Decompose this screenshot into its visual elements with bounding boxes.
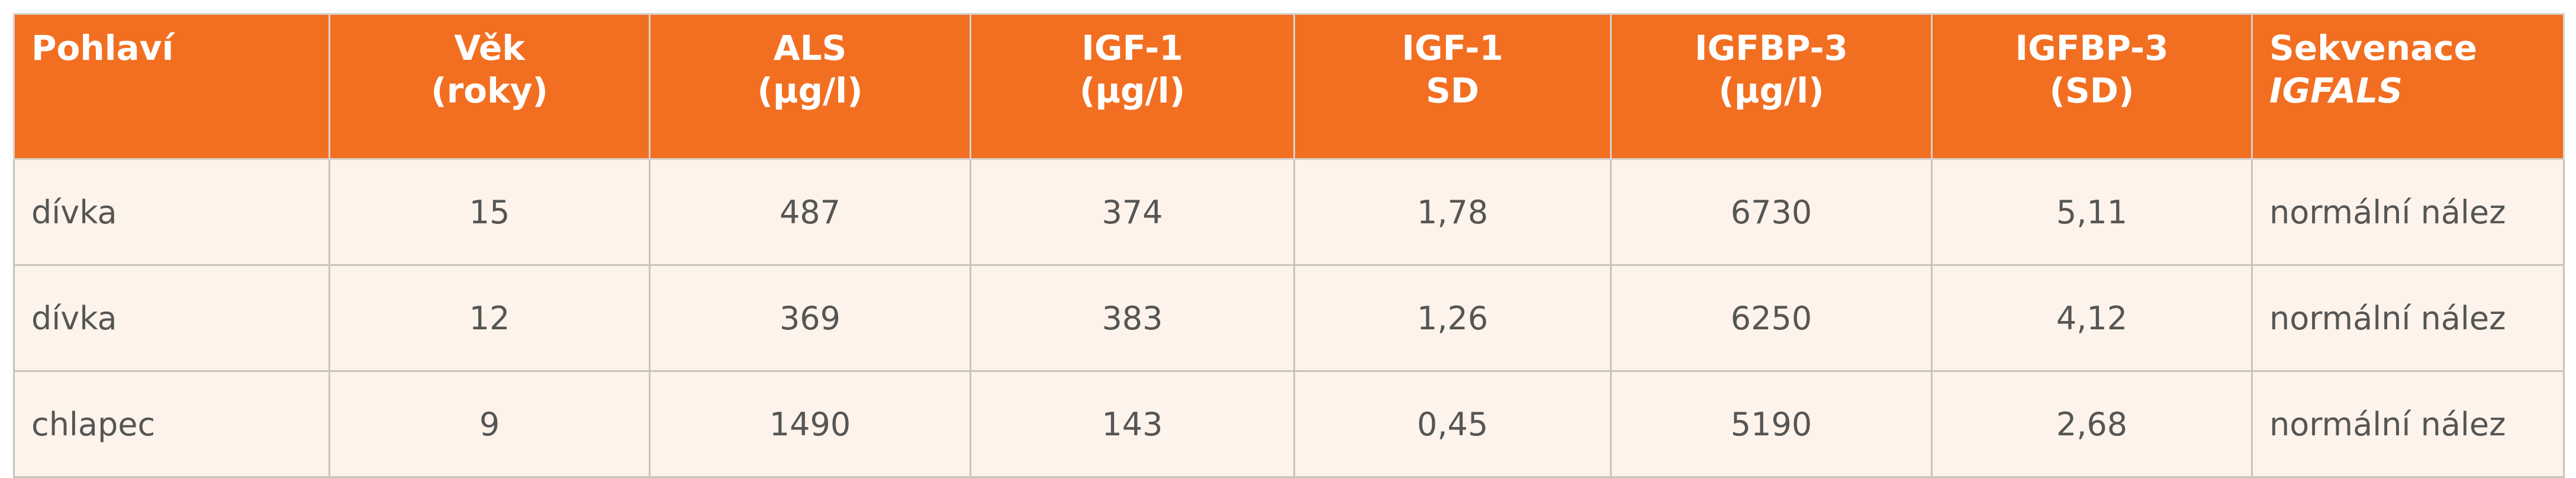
header-cell: Sekvenace IGFALS [2251,13,2565,160]
header-row: Pohlaví Věk (roky) ALS (µg/l) IGF-1 (µg/l) IGF-… [13,13,2565,160]
table-cell: 1,26 [1293,264,1612,372]
header-text: (SD) [2049,70,2134,111]
table-cell: 369 [649,264,971,372]
header-text: Sekvenace [2269,28,2477,68]
table-body: dívka 15 487 374 1,78 6730 5,11 normální nález d… [13,158,2565,478]
table-cell: 9 [329,370,651,478]
table-cell: 143 [970,370,1295,478]
table-cell: 12 [329,264,651,372]
header-text: IGF-1 [1402,28,1503,68]
header-cell: IGFBP-3 (SD) [1931,13,2253,160]
table-cell: 0,45 [1293,370,1612,478]
header-text: ALS [773,28,847,68]
header-text: IGFBP-3 [1695,28,1848,68]
table-cell: 2,68 [1931,370,2253,478]
header-text: (µg/l) [757,70,863,111]
table-row: chlapec 9 1490 143 0,45 5190 2,68 normální nále… [13,370,2565,478]
table-cell: dívka [13,264,330,372]
table-cell: normální nález [2251,264,2565,372]
table-cell: 15 [329,158,651,266]
header-text: IGFALS [2269,70,2403,111]
header-text: Pohlaví [31,28,174,68]
table-cell: 1,78 [1293,158,1612,266]
table-container: Pohlaví Věk (roky) ALS (µg/l) IGF-1 (µg/l) IGF-… [13,13,2565,478]
table-cell: 1490 [649,370,971,478]
table-cell: 5190 [1610,370,1933,478]
table-cell: 487 [649,158,971,266]
header-text: (µg/l) [1718,70,1824,111]
table-cell: 374 [970,158,1295,266]
header-text: SD [1426,70,1479,111]
table-header: Pohlaví Věk (roky) ALS (µg/l) IGF-1 (µg/l) IGF-… [13,13,2565,160]
header-cell: IGF-1 (µg/l) [970,13,1295,160]
header-text: (roky) [431,70,548,111]
table-row: dívka 12 369 383 1,26 6250 4,12 normální nález [13,264,2565,372]
table-row: dívka 15 487 374 1,78 6730 5,11 normální nález [13,158,2565,266]
data-table: Pohlaví Věk (roky) ALS (µg/l) IGF-1 (µg/l) IGF-… [13,13,2565,478]
table-cell: 383 [970,264,1295,372]
header-text: IGFBP-3 [2015,28,2169,68]
table-cell: 4,12 [1931,264,2253,372]
header-cell: Věk (roky) [329,13,651,160]
header-cell: IGF-1 SD [1293,13,1612,160]
table-cell: dívka [13,158,330,266]
header-text: IGF-1 [1081,28,1183,68]
table-cell: normální nález [2251,370,2565,478]
table-cell: 6250 [1610,264,1933,372]
table-cell: chlapec [13,370,330,478]
table-cell: 5,11 [1931,158,2253,266]
header-cell: Pohlaví [13,13,330,160]
header-text: Věk [454,28,525,68]
table-cell: normální nález [2251,158,2565,266]
header-text: (µg/l) [1079,70,1186,111]
header-cell: ALS (µg/l) [649,13,971,160]
header-cell: IGFBP-3 (µg/l) [1610,13,1933,160]
table-cell: 6730 [1610,158,1933,266]
